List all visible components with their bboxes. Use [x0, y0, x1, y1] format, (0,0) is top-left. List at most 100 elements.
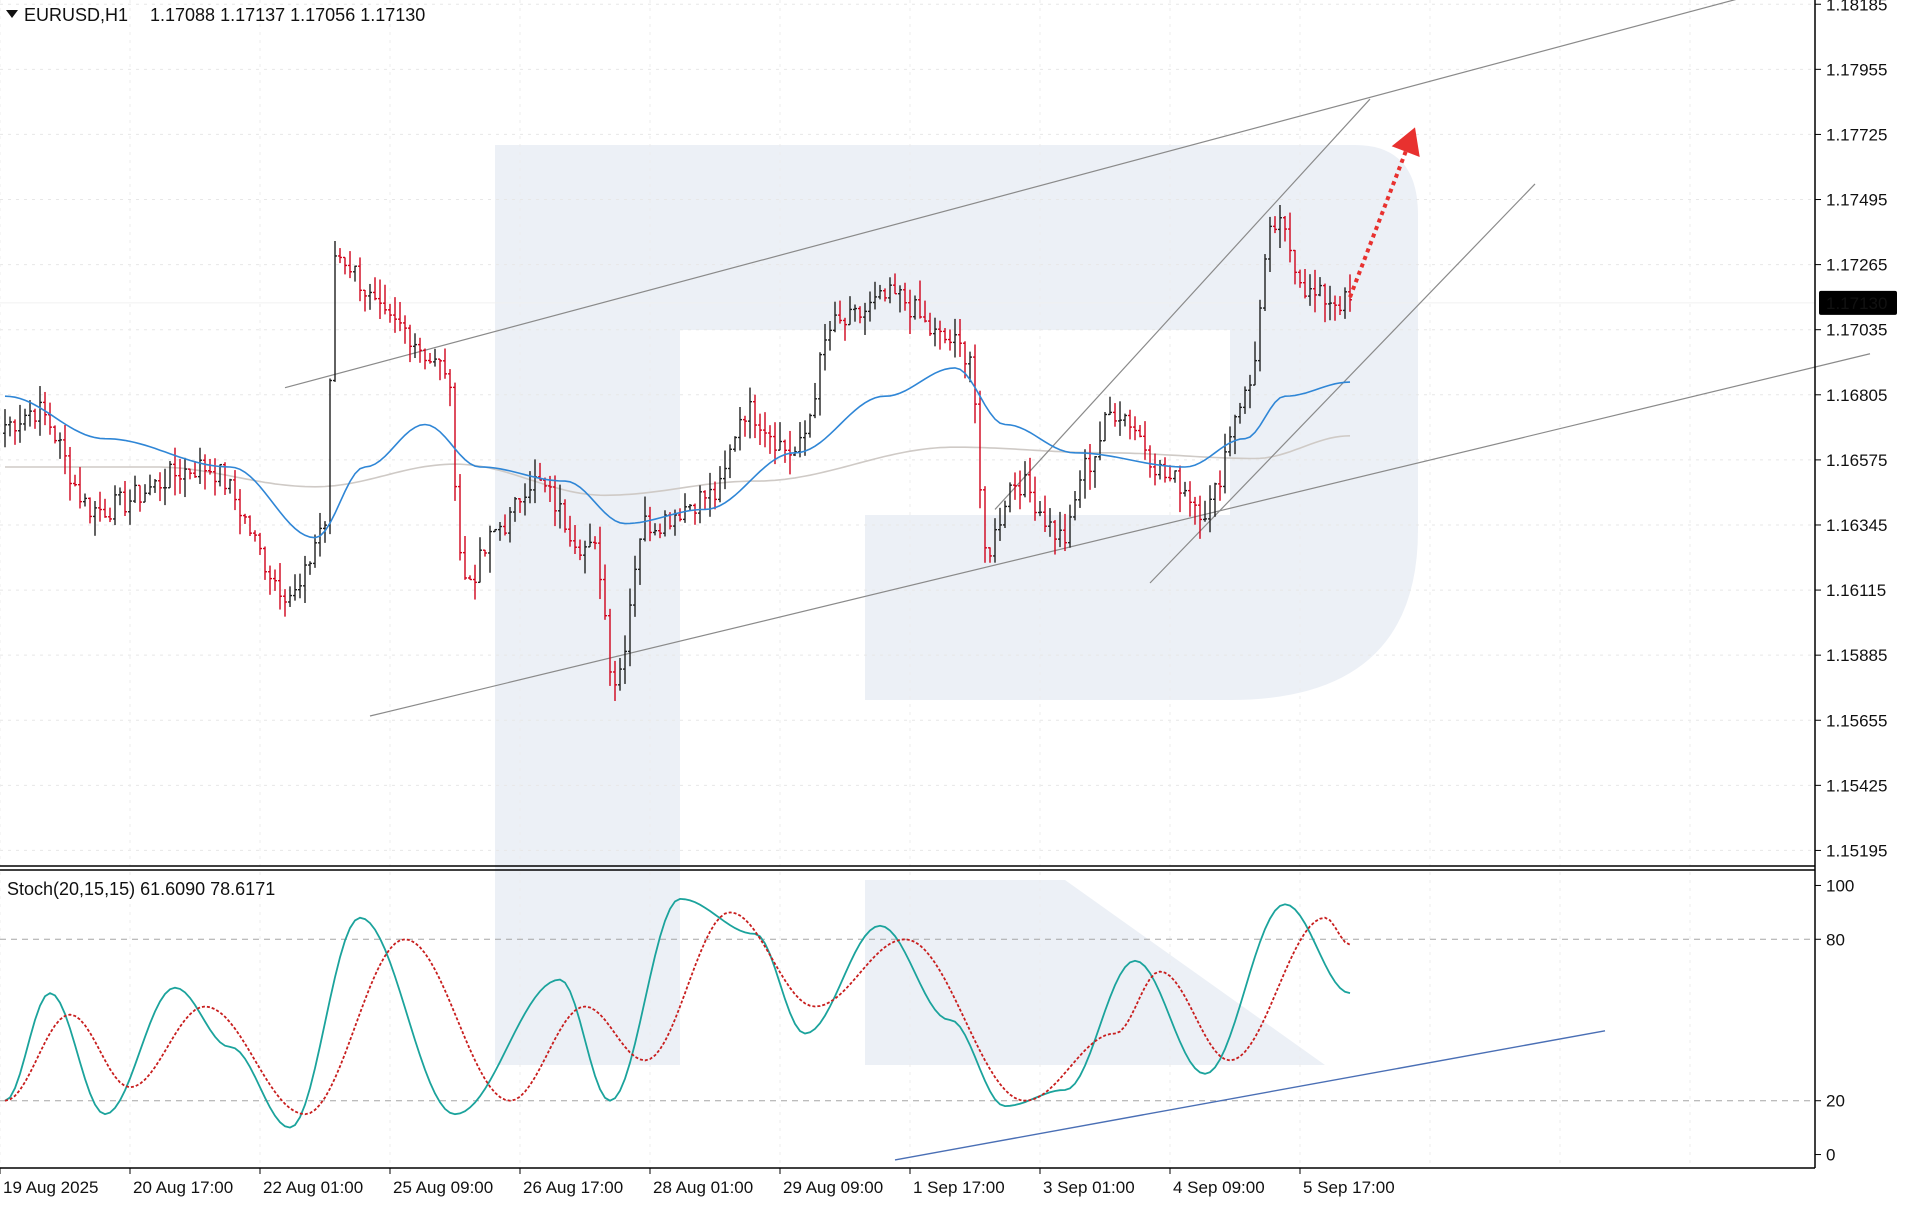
candle[interactable]	[648, 506, 652, 542]
candle[interactable]	[198, 447, 202, 484]
candle[interactable]	[888, 277, 892, 304]
candle[interactable]	[1218, 470, 1222, 501]
candle[interactable]	[1048, 508, 1052, 537]
candle[interactable]	[833, 301, 837, 333]
candle[interactable]	[188, 468, 192, 480]
candle[interactable]	[53, 425, 57, 444]
candle[interactable]	[1108, 396, 1112, 416]
candle[interactable]	[758, 413, 762, 445]
candle[interactable]	[973, 344, 977, 424]
candle[interactable]	[1248, 374, 1252, 409]
candle[interactable]	[153, 479, 157, 493]
candle[interactable]	[1018, 470, 1022, 510]
candle[interactable]	[1123, 413, 1127, 427]
candle[interactable]	[463, 535, 467, 580]
candle[interactable]	[1158, 459, 1162, 480]
candle[interactable]	[653, 523, 657, 536]
candle[interactable]	[818, 352, 822, 416]
candle[interactable]	[1063, 513, 1067, 552]
candle[interactable]	[288, 586, 292, 607]
candle[interactable]	[243, 513, 247, 524]
candle[interactable]	[708, 472, 712, 517]
channel-line[interactable]	[369, 353, 1871, 717]
candle[interactable]	[728, 444, 732, 479]
candle[interactable]	[698, 485, 702, 524]
candle[interactable]	[773, 422, 777, 465]
candle[interactable]	[403, 315, 407, 344]
candle[interactable]	[1093, 456, 1097, 488]
candle[interactable]	[643, 496, 647, 542]
candle[interactable]	[1133, 416, 1137, 441]
candle[interactable]	[623, 635, 627, 684]
candle[interactable]	[133, 475, 137, 503]
candle[interactable]	[748, 387, 752, 439]
candle[interactable]	[453, 382, 457, 501]
candle[interactable]	[393, 297, 397, 333]
candle[interactable]	[628, 588, 632, 667]
candle[interactable]	[1203, 500, 1207, 522]
candle[interactable]	[933, 317, 937, 347]
candle[interactable]	[858, 306, 862, 324]
candle[interactable]	[608, 608, 612, 686]
candle[interactable]	[1193, 496, 1197, 525]
candle[interactable]	[308, 561, 312, 575]
candle[interactable]	[1238, 402, 1242, 424]
candle[interactable]	[853, 304, 857, 322]
candle[interactable]	[598, 526, 602, 600]
candle[interactable]	[1208, 485, 1212, 533]
candle[interactable]	[553, 475, 557, 527]
candle[interactable]	[283, 589, 287, 617]
candle[interactable]	[868, 291, 872, 322]
candle[interactable]	[828, 320, 832, 351]
candle[interactable]	[1008, 482, 1012, 513]
candle[interactable]	[333, 240, 337, 382]
candle[interactable]	[568, 515, 572, 547]
candle[interactable]	[578, 539, 582, 561]
candle[interactable]	[1213, 482, 1217, 517]
candle[interactable]	[823, 323, 827, 371]
candle[interactable]	[1053, 520, 1057, 555]
candle[interactable]	[1198, 495, 1202, 539]
candle[interactable]	[1178, 465, 1182, 513]
candle[interactable]	[408, 324, 412, 363]
candle[interactable]	[1128, 409, 1132, 440]
candle[interactable]	[743, 415, 747, 437]
candle[interactable]	[83, 493, 87, 507]
candle[interactable]	[1023, 461, 1027, 498]
candle[interactable]	[448, 369, 452, 407]
candle[interactable]	[223, 462, 227, 495]
candle[interactable]	[663, 510, 667, 537]
candle[interactable]	[963, 341, 967, 379]
candle[interactable]	[343, 256, 347, 275]
candle[interactable]	[923, 300, 927, 323]
candle[interactable]	[258, 532, 262, 556]
candle[interactable]	[783, 439, 787, 463]
candle[interactable]	[43, 391, 47, 426]
candle[interactable]	[353, 265, 357, 282]
candle[interactable]	[58, 432, 62, 459]
candle[interactable]	[458, 474, 462, 561]
stoch-support-trendline[interactable]	[894, 1030, 1606, 1161]
candle[interactable]	[68, 446, 72, 501]
candle[interactable]	[398, 301, 402, 332]
candle[interactable]	[1028, 457, 1032, 503]
candle[interactable]	[303, 555, 307, 603]
candle[interactable]	[983, 486, 987, 563]
candle[interactable]	[1173, 470, 1177, 483]
candle[interactable]	[678, 508, 682, 522]
candle[interactable]	[423, 348, 427, 370]
candle[interactable]	[928, 312, 932, 336]
candle[interactable]	[208, 458, 212, 475]
candle[interactable]	[118, 487, 122, 506]
candle[interactable]	[428, 352, 432, 364]
candle[interactable]	[1243, 386, 1247, 414]
candle[interactable]	[1273, 216, 1277, 234]
candle[interactable]	[443, 348, 447, 379]
candle[interactable]	[28, 400, 32, 427]
candle[interactable]	[988, 547, 992, 563]
candle[interactable]	[3, 409, 7, 448]
candle[interactable]	[113, 485, 117, 526]
candle[interactable]	[633, 555, 637, 617]
candle[interactable]	[593, 536, 597, 550]
candle[interactable]	[148, 474, 152, 496]
